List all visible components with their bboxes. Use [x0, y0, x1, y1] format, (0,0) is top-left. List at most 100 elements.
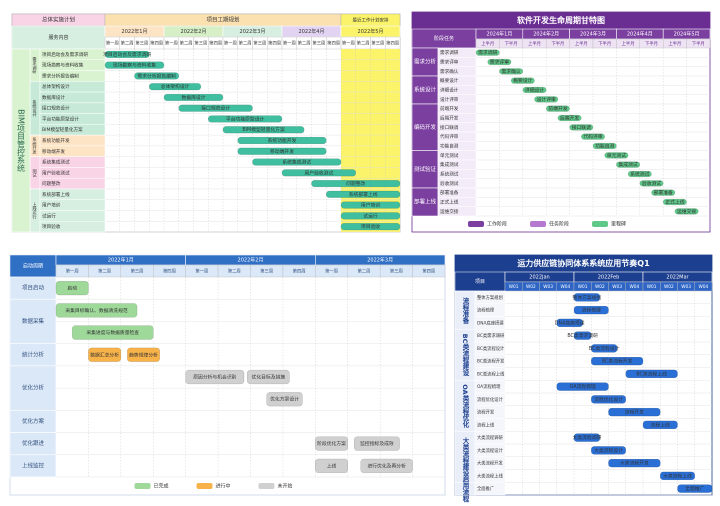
- task-bar: [674, 208, 699, 215]
- task-label: DNA底座搭建: [555, 319, 585, 326]
- task-label: 启动: [67, 285, 77, 292]
- task-bar: [591, 446, 626, 455]
- week-label: 第四周: [268, 40, 281, 47]
- row-label: 项目启动会及需求调研: [42, 51, 88, 58]
- task-bar: [510, 77, 535, 84]
- group-label: 优化分析: [22, 384, 45, 392]
- task-label: BC类流程设计: [589, 345, 620, 352]
- task-bar: [315, 436, 348, 451]
- week-label: 第四周: [386, 40, 399, 47]
- legend-label: 已完成: [154, 483, 169, 490]
- corner: 服务内容: [48, 34, 68, 41]
- week-cell: [686, 38, 711, 49]
- corner: 项目: [475, 279, 485, 285]
- week-label: W04: [561, 284, 571, 290]
- header: 项目工期规划: [206, 16, 239, 24]
- group-label: 测试验证: [414, 165, 437, 173]
- week-label: 上半月: [528, 40, 541, 47]
- row-label: 详细设计: [440, 87, 459, 94]
- row-label: 大类流程设计: [477, 447, 503, 454]
- task-label: 设计评审: [537, 96, 556, 103]
- task-label: 阶段优化方案: [317, 440, 346, 447]
- row-label: 设计评审: [440, 96, 459, 103]
- row-label: 流程梳理: [477, 307, 495, 314]
- month-label: 2024年4月: [627, 31, 653, 38]
- task-bar: [475, 49, 500, 56]
- task-label: 后端开发: [560, 115, 579, 122]
- week-label: 下半月: [551, 40, 564, 47]
- task-label: 优化方案设计: [270, 396, 299, 403]
- row-label: 概要设计: [440, 77, 459, 84]
- row-label: 整体方案规划: [477, 294, 503, 301]
- task-label: 采集目标确认、数据清洗规范: [65, 307, 128, 314]
- group-label: 数据采集: [22, 317, 45, 325]
- group-label: 启用流程: [461, 474, 470, 503]
- week-label: 第一周: [342, 40, 355, 47]
- week-label: 第四周: [293, 268, 306, 275]
- week-label: W03: [681, 284, 691, 290]
- task-label: 运维交接: [677, 208, 696, 215]
- row-label: 接口规范设计: [42, 105, 70, 112]
- month-label: 2022年1月: [122, 28, 148, 35]
- task-label: 项目启动会及需求调研: [103, 51, 151, 58]
- task-bar: [315, 458, 348, 473]
- week-label: 上半月: [668, 40, 681, 47]
- row-label: 功能自测: [440, 143, 459, 150]
- week-label: W01: [647, 284, 657, 290]
- week-label: 第四周: [209, 40, 222, 47]
- row-label: 需求调研: [440, 49, 459, 56]
- corner: 阶段任务: [434, 35, 454, 42]
- title: 运力供应链协同体系系统应用节奏Q1: [517, 258, 650, 268]
- row-label: 流程优化设计: [477, 396, 503, 403]
- row-label: 大类流程开发: [477, 460, 503, 467]
- week-label: W04: [630, 284, 640, 290]
- task-label: 全面推广: [685, 485, 704, 492]
- week-label: 第二周: [239, 40, 252, 47]
- week-label: 上半月: [575, 40, 588, 47]
- row-label-cell: [39, 220, 106, 233]
- row-label-cell: [437, 206, 477, 217]
- row-label: 用户培训: [42, 202, 61, 209]
- week-label: 第三周: [390, 268, 403, 275]
- month-label: 2022年2月: [238, 257, 264, 264]
- task-bar: [608, 458, 661, 468]
- week-label: 第一周: [106, 40, 119, 47]
- row-label: 前端开发: [440, 105, 459, 112]
- week-label: 下半月: [692, 40, 705, 47]
- task-label: 验收测试: [642, 180, 661, 187]
- group-cell: [9, 298, 57, 344]
- week-label: 第一周: [283, 40, 296, 47]
- task-bar: [127, 347, 160, 362]
- row-label: 现场勘察与资料收集: [42, 62, 84, 69]
- month-label: 2024年3月: [580, 31, 606, 38]
- corner: 启动周期: [23, 263, 43, 270]
- week-label: 第三周: [312, 40, 325, 47]
- group-label: 系统开发: [32, 136, 38, 156]
- task-label: 系统部署上线: [349, 191, 378, 198]
- task-label: 概要设计: [513, 77, 532, 84]
- month-label: 2024年5月: [674, 31, 700, 38]
- week-label: 第一周: [66, 268, 79, 275]
- row-label: 系统功能开发: [42, 137, 70, 144]
- week-label: 第一周: [325, 268, 338, 275]
- week-label: 第三周: [253, 40, 266, 47]
- task-bar: [163, 93, 224, 101]
- task-bar: [546, 105, 570, 112]
- week-label: 第二周: [357, 40, 370, 47]
- task-bar: [487, 58, 512, 66]
- task-bar: [281, 169, 356, 177]
- week-label: 第二周: [180, 40, 193, 47]
- task-label: 用户培训: [361, 202, 380, 209]
- task-label: 系统集成测试: [282, 159, 311, 166]
- task-label: 原因分析与机会识别: [193, 374, 236, 381]
- week-label: 第一周: [195, 268, 208, 275]
- task-label: 采集进度与数据质量检查: [86, 329, 139, 336]
- group-cell: [411, 47, 439, 77]
- row-label: 需求分析报告编制: [42, 72, 79, 79]
- week-label: 第二周: [298, 40, 311, 47]
- row-label: 项目验收: [42, 223, 61, 230]
- group-label: BC类流程建设: [461, 334, 470, 377]
- task-bar: [642, 420, 678, 430]
